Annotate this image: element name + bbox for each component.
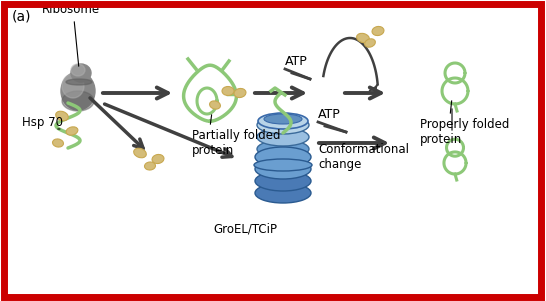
Ellipse shape [52, 139, 63, 147]
Ellipse shape [372, 26, 384, 36]
Text: Hsp 70: Hsp 70 [22, 116, 63, 129]
Ellipse shape [222, 86, 234, 95]
Text: GroEL/TCiP: GroEL/TCiP [213, 223, 277, 236]
Ellipse shape [62, 74, 84, 98]
Ellipse shape [71, 64, 85, 76]
Ellipse shape [255, 183, 311, 203]
Ellipse shape [234, 88, 246, 98]
Ellipse shape [258, 113, 308, 129]
Ellipse shape [145, 162, 156, 170]
Text: ATP: ATP [318, 108, 341, 121]
Text: Ribosome: Ribosome [42, 3, 100, 16]
Ellipse shape [257, 140, 309, 158]
Ellipse shape [264, 114, 302, 124]
Ellipse shape [365, 39, 375, 47]
Text: ATP: ATP [285, 55, 308, 68]
Ellipse shape [66, 79, 92, 85]
Ellipse shape [357, 33, 370, 43]
Ellipse shape [257, 128, 309, 146]
Ellipse shape [71, 64, 91, 82]
Text: Partially folded
protein: Partially folded protein [192, 129, 281, 157]
Ellipse shape [152, 154, 164, 163]
Ellipse shape [254, 159, 312, 171]
Ellipse shape [257, 116, 309, 134]
Ellipse shape [66, 127, 78, 135]
Text: (a): (a) [12, 9, 32, 23]
Ellipse shape [61, 72, 95, 110]
Ellipse shape [134, 148, 146, 158]
Ellipse shape [210, 101, 221, 109]
Ellipse shape [62, 91, 94, 111]
Ellipse shape [56, 111, 68, 121]
Text: Properly folded
protein: Properly folded protein [420, 118, 509, 146]
Ellipse shape [255, 159, 311, 179]
Ellipse shape [255, 147, 311, 167]
Text: Conformational
change: Conformational change [318, 143, 409, 171]
Ellipse shape [255, 171, 311, 191]
